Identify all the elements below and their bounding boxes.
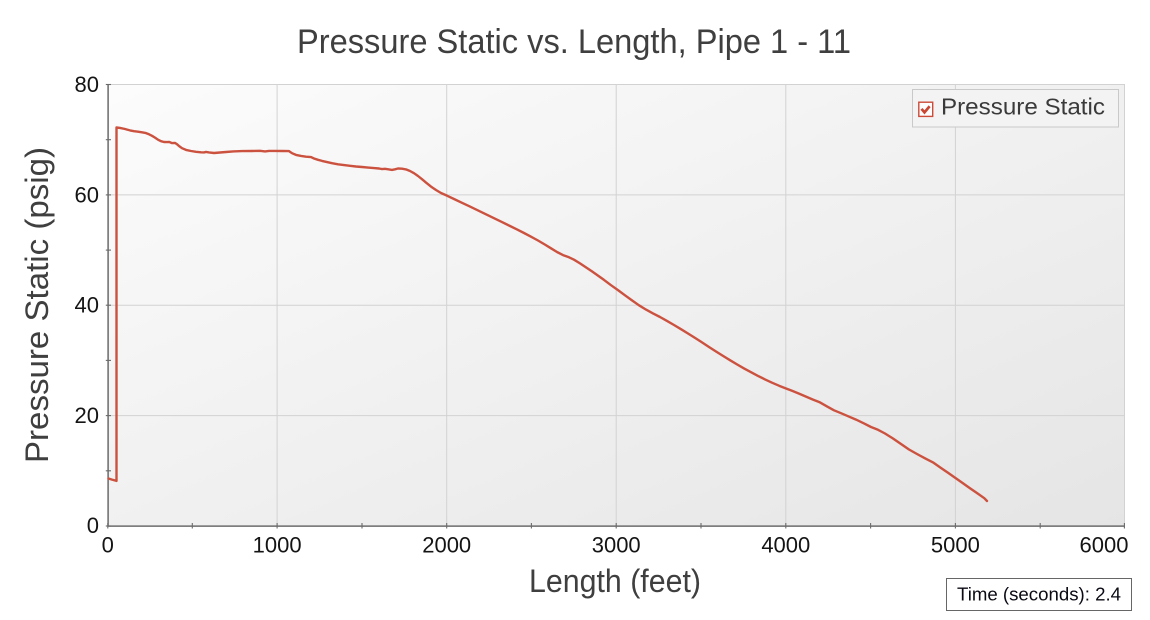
svg-text:20: 20 <box>75 403 99 428</box>
svg-text:2000: 2000 <box>422 533 471 558</box>
svg-text:1000: 1000 <box>253 533 302 558</box>
svg-text:40: 40 <box>75 293 99 318</box>
svg-text:Pressure Static: Pressure Static <box>941 94 1105 120</box>
svg-text:3000: 3000 <box>592 533 641 558</box>
svg-text:0: 0 <box>102 533 114 558</box>
svg-text:Pressure Static vs. Length, Pi: Pressure Static vs. Length, Pipe 1 - 11 <box>297 23 851 61</box>
svg-text:Length (feet): Length (feet) <box>529 562 701 599</box>
svg-text:0: 0 <box>87 513 99 538</box>
svg-text:60: 60 <box>75 182 99 207</box>
svg-text:80: 80 <box>75 72 99 97</box>
svg-text:5000: 5000 <box>931 533 980 558</box>
svg-text:4000: 4000 <box>761 533 810 558</box>
svg-text:6000: 6000 <box>1080 533 1129 558</box>
svg-text:Pressure Static (psig): Pressure Static (psig) <box>18 147 55 463</box>
svg-text:Time (seconds): 2.4: Time (seconds): 2.4 <box>957 585 1121 605</box>
